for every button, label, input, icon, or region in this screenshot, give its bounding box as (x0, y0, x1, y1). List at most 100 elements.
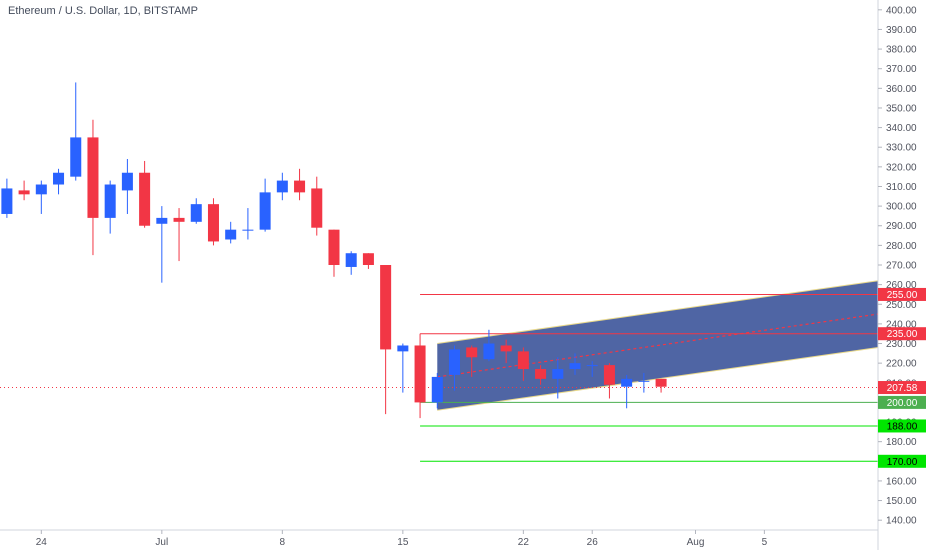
candle-body (431, 376, 443, 403)
candle-body (328, 229, 340, 265)
level-label-200.00-bg (878, 395, 926, 409)
candle-body (156, 217, 168, 224)
level-label-170.00-bg (878, 454, 926, 468)
candle-body (483, 343, 495, 360)
candle (53, 168, 65, 195)
y-tick-label: 350.00 (886, 103, 917, 114)
candle-body (569, 363, 581, 370)
last-price-label: 207.58 (887, 383, 918, 394)
candle (362, 253, 374, 269)
y-tick-label: 160.00 (886, 476, 917, 487)
candle-body (173, 217, 185, 222)
candle (414, 333, 426, 419)
y-tick-label: 310.00 (886, 182, 917, 193)
x-tick-label: 15 (397, 537, 409, 548)
candle-body (380, 265, 392, 350)
candle-body (397, 345, 409, 352)
channel-upper-line (437, 280, 879, 345)
y-axis[interactable]: 140.00150.00160.00170.00180.00190.00200.… (877, 0, 917, 550)
candle (431, 372, 443, 409)
y-tick-label: 390.00 (886, 25, 917, 36)
candle (397, 343, 409, 393)
candle (259, 178, 271, 232)
candle (121, 159, 133, 214)
candle-body (259, 192, 271, 230)
candle-body (53, 172, 65, 185)
candle-body (345, 253, 357, 267)
candle (552, 357, 564, 399)
candle (276, 172, 288, 201)
candle (294, 168, 306, 201)
candle (225, 221, 237, 244)
y-tick-label: 290.00 (886, 221, 917, 232)
candle (569, 353, 581, 375)
y-tick-label: 180.00 (886, 437, 917, 448)
level-label-200.00: 200.00 (887, 398, 918, 409)
candle-body (121, 172, 133, 191)
chart-title: Ethereum / U.S. Dollar, 1D, BITSTAMP (8, 5, 198, 17)
y-tick-label: 150.00 (886, 496, 917, 507)
candle-body (139, 172, 151, 226)
candle-body (276, 180, 288, 193)
candle (517, 347, 529, 381)
level-label-188.00-bg (878, 419, 926, 433)
level-label-255.00: 255.00 (887, 290, 918, 301)
candle-body (242, 229, 254, 231)
candle-body (362, 253, 374, 265)
candle-body (638, 380, 650, 382)
candle (603, 363, 615, 399)
y-tick-label: 380.00 (886, 45, 917, 56)
candle-body (655, 378, 667, 387)
candle-body (225, 229, 237, 240)
x-tick-label: Aug (687, 537, 705, 548)
candle-body (311, 188, 323, 228)
candle (18, 180, 30, 201)
y-tick-label: 270.00 (886, 261, 917, 272)
candle (70, 82, 82, 181)
candle-body (190, 204, 202, 222)
candle-body (621, 378, 633, 387)
candle (156, 206, 168, 283)
candle (655, 378, 667, 393)
candle-body (207, 204, 219, 242)
candle-body (500, 345, 512, 352)
candlestick-series[interactable] (1, 82, 667, 419)
candle-body (466, 347, 478, 358)
candle (242, 208, 254, 240)
horizontal-levels[interactable] (0, 293, 878, 462)
candle (35, 180, 47, 214)
candle-body (104, 184, 116, 218)
candle-body (1, 188, 13, 214)
candle (104, 180, 116, 234)
x-axis: 24 Jul 8 15 22 26 Aug 5 (0, 529, 878, 548)
candle (173, 208, 185, 262)
x-tick-label: 22 (518, 537, 530, 548)
candle-body (448, 349, 461, 375)
x-tick-label: 8 (280, 537, 286, 548)
candle-body (535, 369, 547, 379)
x-tick-label: 26 (587, 537, 599, 548)
y-tick-label: 220.00 (886, 359, 917, 370)
candle-body (87, 137, 99, 218)
candle (586, 361, 598, 377)
candle-body (517, 351, 529, 370)
y-tick-label: 300.00 (886, 202, 917, 213)
candle (500, 339, 512, 364)
y-tick-label: 340.00 (886, 123, 917, 134)
candle-body (294, 180, 306, 193)
y-tick-label: 240.00 (886, 319, 917, 330)
channel-mid-line (437, 313, 879, 378)
price-labels: 255.00 235.00 200.00 188.00 170.00 207.58 (878, 287, 926, 468)
candle (87, 119, 99, 256)
candle-body (586, 365, 598, 367)
level-label-188.00: 188.00 (887, 421, 918, 432)
candle (311, 176, 323, 236)
last-price-label-bg (878, 381, 926, 395)
y-tick-label: 370.00 (886, 64, 917, 75)
x-tick-label: 5 (762, 537, 768, 548)
y-tick-label: 280.00 (886, 241, 917, 252)
candle (328, 229, 340, 277)
y-tick-label: 320.00 (886, 162, 917, 173)
